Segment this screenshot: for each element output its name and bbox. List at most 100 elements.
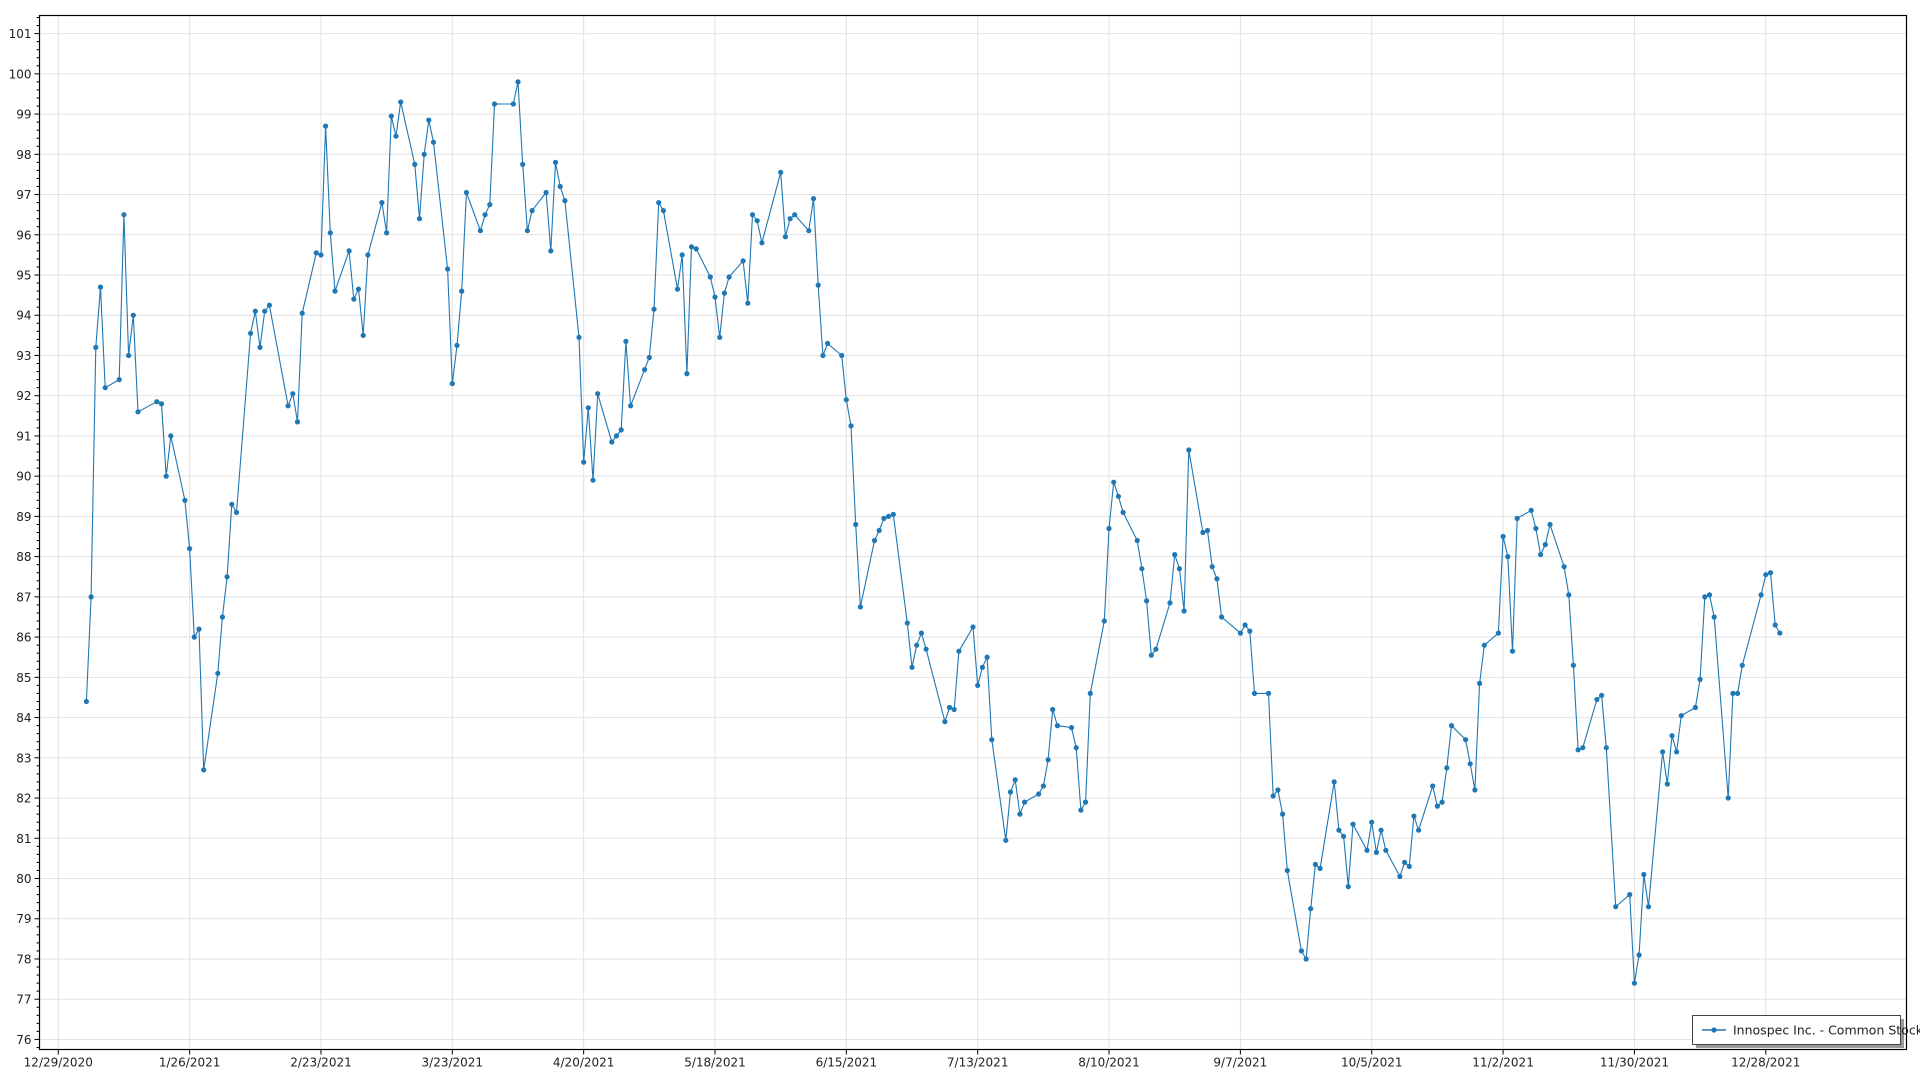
data-point [524, 228, 531, 234]
data-point [1767, 570, 1774, 576]
y-tick-label: 85 [16, 671, 31, 685]
data-point [679, 252, 685, 258]
data-point [97, 284, 104, 290]
data-point [1247, 628, 1253, 634]
data-point [1660, 749, 1666, 755]
data-point [740, 258, 746, 264]
data-point [914, 642, 920, 648]
data-point [1312, 861, 1318, 868]
y-tick-label: 80 [16, 872, 31, 886]
data-point [1575, 747, 1581, 753]
data-point [881, 515, 887, 522]
data-point [1050, 706, 1056, 713]
data-point [557, 183, 563, 190]
data-point [262, 308, 268, 314]
data-point [951, 706, 957, 713]
data-point [482, 212, 488, 218]
data-point [656, 200, 662, 206]
data-point [651, 306, 657, 312]
data-point [543, 189, 549, 196]
data-point [1631, 980, 1637, 986]
data-point [1697, 676, 1703, 683]
y-tick-label: 83 [16, 751, 31, 765]
data-point [327, 230, 333, 236]
data-point [989, 737, 995, 743]
data-point [182, 497, 188, 503]
data-point [1730, 690, 1736, 697]
data-point [975, 682, 981, 689]
data-point [562, 198, 568, 204]
data-point [102, 385, 108, 391]
data-point [806, 228, 812, 234]
data-point [318, 252, 324, 258]
data-point [618, 427, 624, 433]
x-tick-label: 1/26/2021 [159, 1056, 221, 1070]
data-point [299, 310, 305, 316]
data-point [1509, 648, 1516, 654]
data-point [294, 419, 301, 425]
data-point [1054, 723, 1060, 729]
data-point [201, 767, 207, 773]
data-point [1204, 527, 1211, 534]
y-tick-label: 88 [16, 550, 31, 564]
data-point [116, 377, 122, 383]
data-point [1364, 847, 1370, 853]
data-point [1477, 680, 1483, 687]
data-point [1472, 787, 1478, 793]
data-point [365, 252, 371, 258]
y-tick-label: 93 [16, 349, 31, 363]
data-point [88, 594, 94, 600]
data-point [628, 403, 634, 409]
data-point [1627, 892, 1633, 898]
data-point [1336, 827, 1342, 833]
data-point [688, 244, 695, 250]
data-point [421, 151, 427, 157]
data-point [1341, 833, 1347, 839]
data-point [1467, 761, 1473, 767]
series-innospec [83, 79, 1783, 986]
data-point [956, 648, 962, 654]
data-point [1040, 783, 1046, 789]
data-point [1735, 690, 1741, 697]
data-point [726, 274, 732, 280]
data-point [1561, 564, 1567, 570]
data-point [590, 477, 596, 483]
y-tick-label: 94 [16, 309, 31, 323]
data-point [1739, 662, 1745, 668]
data-point [721, 290, 728, 296]
legend-label: Innospec Inc. - Common Stock [1733, 1023, 1920, 1038]
data-point [595, 391, 601, 397]
data-point [552, 159, 559, 165]
data-point [1580, 745, 1586, 751]
y-tick-label: 84 [16, 711, 31, 725]
data-point [778, 169, 784, 175]
data-point [1772, 622, 1778, 628]
data-point [191, 634, 197, 640]
data-point [1533, 525, 1539, 532]
data-point [674, 286, 681, 292]
data-point [890, 511, 896, 517]
data-point [313, 250, 319, 256]
y-tick-label: 95 [16, 269, 31, 283]
y-tick-label: 100 [9, 67, 32, 81]
legend: Innospec Inc. - Common Stock [1692, 1015, 1920, 1048]
data-point [1012, 777, 1018, 783]
grid [39, 15, 1907, 1050]
data-point [1350, 821, 1356, 827]
data-point [1416, 827, 1422, 833]
data-point [487, 202, 493, 208]
data-point [215, 670, 221, 676]
data-point [1214, 576, 1220, 582]
data-point [886, 513, 892, 520]
y-tick-label: 81 [16, 832, 31, 846]
data-point [970, 624, 976, 630]
x-tick-label: 4/20/2021 [553, 1056, 615, 1070]
y-tick-label: 96 [16, 228, 31, 242]
x-tick-label: 7/13/2021 [947, 1056, 1009, 1070]
data-point [1528, 507, 1534, 513]
data-point [154, 399, 160, 405]
data-point [1758, 592, 1764, 598]
data-point [1101, 618, 1107, 624]
data-point [1298, 948, 1304, 954]
data-point [323, 123, 329, 129]
